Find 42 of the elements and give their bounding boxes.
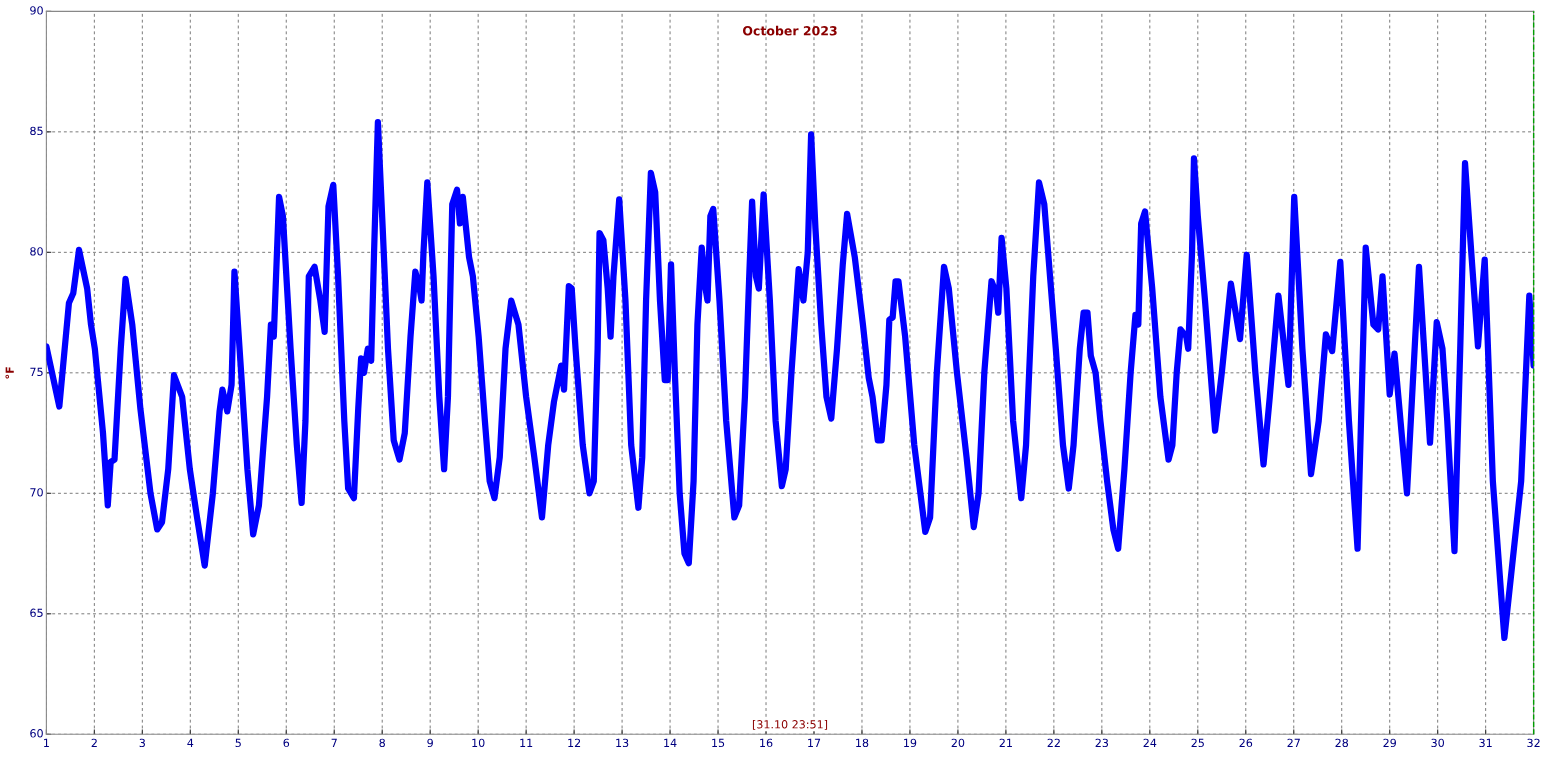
x-tick-label: 18 — [856, 738, 869, 748]
x-tick-label: 2 — [91, 738, 97, 747]
x-tick-label: 9 — [427, 738, 433, 748]
x-tick-label: 30 — [1431, 738, 1445, 748]
x-tick-label: 22 — [1047, 738, 1060, 747]
y-axis-title: °F — [5, 367, 14, 379]
x-tick-label: 31 — [1479, 738, 1492, 748]
x-tick-label: 6 — [283, 738, 290, 748]
x-tick-label: 17 — [808, 738, 821, 747]
x-tick-label: 3 — [139, 738, 145, 748]
x-tick-label: 32 — [1527, 738, 1540, 748]
x-tick-label: 23 — [1095, 738, 1109, 748]
x-tick-label: 5 — [235, 738, 241, 748]
y-tick-label: 65 — [30, 608, 43, 618]
x-tick-label: 27 — [1287, 738, 1300, 747]
y-tick-label: 90 — [30, 6, 43, 15]
x-tick-label: 28 — [1335, 738, 1349, 748]
x-tick-label: 12 — [568, 738, 581, 747]
x-tick-label: 14 — [664, 738, 677, 747]
x-tick-label: 13 — [616, 738, 629, 748]
x-tick-label: 25 — [1191, 738, 1204, 748]
y-tick-label: 85 — [30, 126, 43, 136]
x-tick-label: 21 — [999, 738, 1012, 747]
x-tick-label: 1 — [44, 738, 49, 747]
y-tick-label: 80 — [30, 247, 43, 256]
x-tick-label: 8 — [379, 738, 385, 748]
y-tick-label: 75 — [30, 367, 43, 377]
annotation: [31.10 23:51] — [752, 719, 828, 730]
x-tick-label: 11 — [520, 738, 533, 747]
text: October 2023 — [742, 25, 837, 36]
x-tick-label: 26 — [1239, 738, 1253, 748]
x-tick-label: 19 — [904, 738, 917, 748]
x-tick-label: 7 — [331, 738, 337, 747]
x-tick-label: 29 — [1383, 738, 1396, 748]
y-tick-label: 60 — [30, 729, 43, 738]
x-tick-label: 4 — [187, 738, 194, 747]
x-tick-label: 10 — [472, 738, 485, 748]
x-tick-label: 16 — [760, 738, 773, 748]
y-tick-label: 70 — [30, 488, 43, 497]
x-tick-label: 15 — [712, 738, 725, 748]
x-tick-label: 24 — [1143, 738, 1157, 747]
x-tick-label: 20 — [951, 738, 965, 748]
